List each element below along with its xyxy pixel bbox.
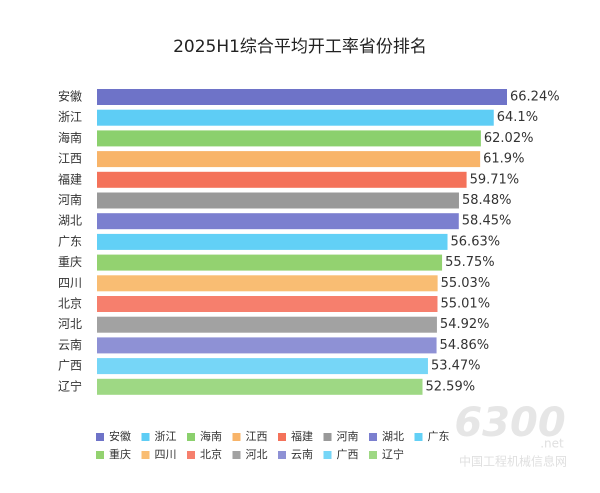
legend-swatch [232,433,241,441]
legend-label: 北京 [200,447,222,461]
value-label: 66.24% [510,90,560,105]
legend-label: 湖北 [382,430,404,443]
category-label: 浙江 [58,110,82,124]
value-label: 55.01% [440,297,490,312]
category-label: 江西 [58,152,82,166]
category-label: 河北 [58,317,82,331]
legend-label: 河北 [246,448,268,461]
value-label: 58.45% [462,214,512,229]
category-label: 广西 [58,359,82,373]
bar [97,358,428,375]
legend-swatch [141,433,150,441]
category-label: 海南 [58,130,82,145]
value-label: 54.86% [440,338,490,353]
chart-title: 2025H1综合平均开工率省份排名 [173,37,427,57]
legend-label: 广东 [428,430,450,443]
legend-swatch [141,451,150,459]
legend-swatch [414,433,423,441]
legend-swatch [278,451,286,459]
legend-label: 浙江 [155,430,177,443]
legend-swatch [232,451,241,459]
category-label: 北京 [58,297,82,311]
category-label: 河南 [58,192,82,207]
legend-swatch [323,433,332,441]
watermark-site: 中国工程机械信息网 [459,454,567,469]
legend-label: 河南 [337,430,359,443]
category-label: 湖北 [58,213,82,228]
bar [97,316,437,333]
value-label: 61.9% [483,152,524,167]
value-label: 52.59% [426,379,476,394]
category-label: 云南 [58,337,82,352]
value-label: 55.75% [445,255,495,270]
value-label: 55.03% [441,276,491,291]
bar [97,275,438,292]
category-label: 福建 [58,171,82,186]
legend-label: 广西 [337,448,359,461]
bar [97,254,443,271]
bar [97,233,448,250]
legend-label: 安徽 [109,429,131,443]
category-label: 广东 [58,234,82,248]
bar [97,130,481,147]
bar [97,296,438,312]
bar [97,109,494,126]
bar [97,337,437,354]
bar [97,192,459,209]
watermark-logo: 6300 [454,400,565,446]
bar [97,89,507,105]
value-label: 54.92% [440,317,490,332]
value-label: 59.71% [470,172,520,187]
legend-label: 辽宁 [382,447,404,461]
category-label: 四川 [58,276,82,290]
legend-swatch [96,433,104,441]
legend-swatch [369,451,377,459]
legend-label: 四川 [155,448,177,461]
legend-label: 云南 [291,448,313,461]
legend-label: 江西 [246,430,268,443]
bar [97,378,423,395]
legend-swatch [187,451,195,459]
watermark-domain: .net [540,437,564,451]
legend-label: 福建 [291,429,313,443]
legend-swatch [278,433,286,441]
category-label: 安徽 [58,89,82,104]
value-label: 58.48% [462,193,512,208]
legend-swatch [187,433,195,441]
legend-swatch [323,451,332,459]
legend-label: 重庆 [109,447,131,461]
value-label: 53.47% [431,359,481,374]
bar [97,213,459,230]
legend-swatch [369,433,377,441]
category-label: 重庆 [58,255,82,269]
category-label: 辽宁 [58,378,82,393]
value-label: 64.1% [497,110,538,125]
bar [97,151,481,168]
legend-label: 海南 [200,429,222,443]
bar [97,171,467,188]
legend-swatch [96,451,104,459]
value-label: 56.63% [451,234,501,249]
value-label: 62.02% [484,131,534,146]
